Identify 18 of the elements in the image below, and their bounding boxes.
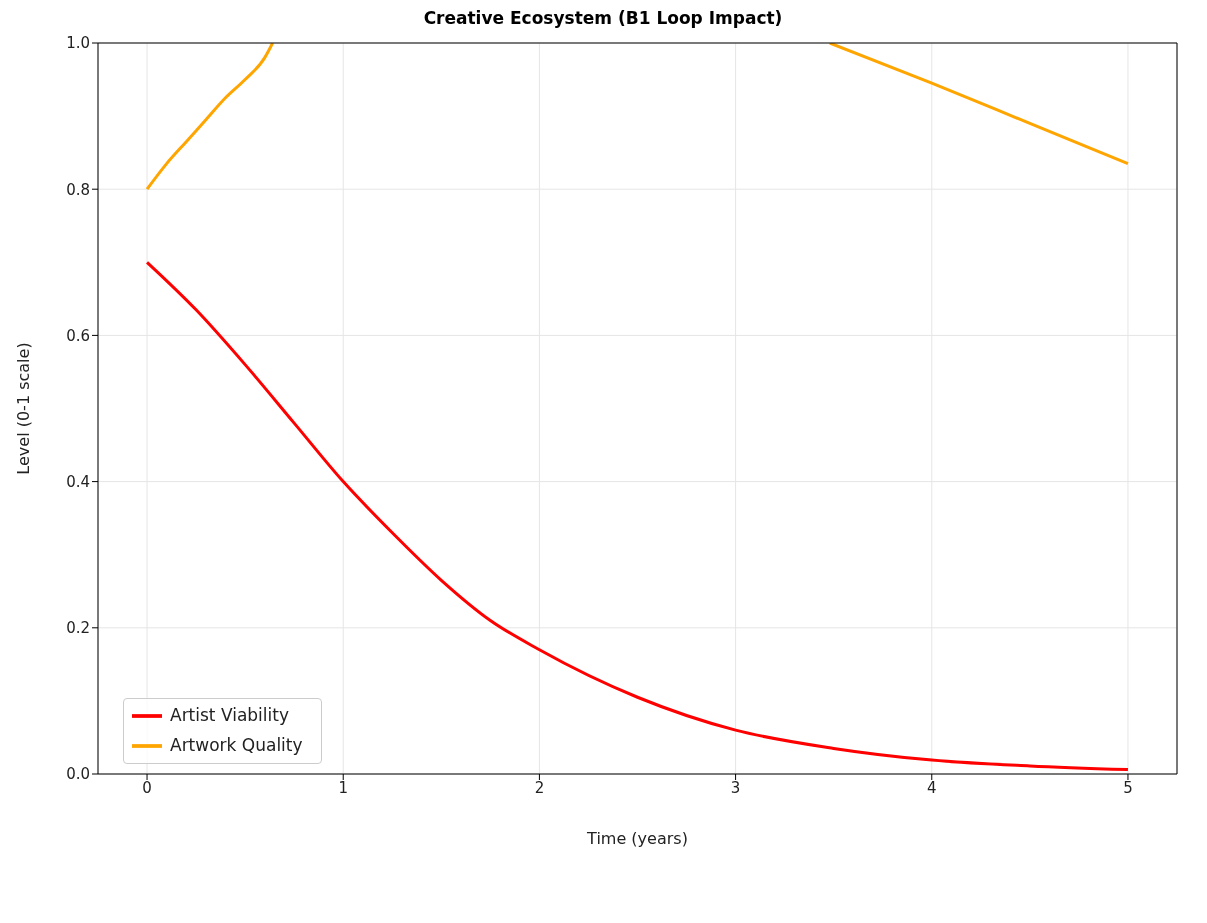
legend-label: Artist Viability xyxy=(169,704,290,725)
x-tick-label: 3 xyxy=(730,778,741,797)
x-tick-label: 5 xyxy=(1123,778,1133,797)
x-axis-title: Time (years) xyxy=(586,829,688,848)
y-tick-label: 0.2 xyxy=(66,619,90,638)
x-tick-label: 0 xyxy=(142,778,152,797)
x-tick-label: 2 xyxy=(534,778,545,797)
line-series xyxy=(145,260,1130,772)
y-axis-title: Level (0-1 scale) xyxy=(13,342,33,475)
x-tick-label: 4 xyxy=(927,778,937,797)
y-tick-label: 0.0 xyxy=(66,765,90,784)
y-tick-label: 1.0 xyxy=(66,34,90,53)
x-tick-label: 1 xyxy=(338,778,348,797)
chart-title: Creative Ecosystem (B1 Loop Impact) xyxy=(422,8,784,30)
y-tick-label: 0.8 xyxy=(66,180,90,199)
y-tick-label: 0.4 xyxy=(66,472,90,491)
legend-label: Artwork Quality xyxy=(169,734,303,755)
y-tick-label: 0.6 xyxy=(66,326,90,345)
